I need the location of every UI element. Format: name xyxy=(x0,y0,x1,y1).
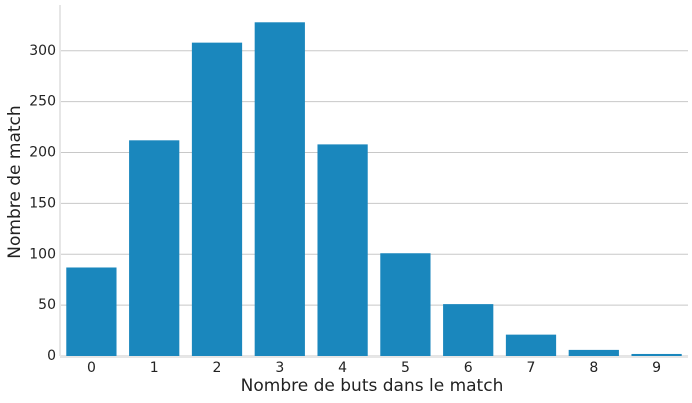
bar xyxy=(66,267,117,356)
bar xyxy=(568,349,619,356)
x-tick-label: 9 xyxy=(652,360,661,376)
y-tick-label: 0 xyxy=(47,348,56,364)
bar xyxy=(129,140,180,356)
y-axis-label: Nombre de match xyxy=(5,105,25,258)
bar xyxy=(191,42,243,356)
x-tick-label: 3 xyxy=(275,360,284,376)
x-tick-label: 4 xyxy=(338,360,347,376)
y-tick-label: 100 xyxy=(29,246,56,262)
bar xyxy=(380,253,431,356)
bar xyxy=(631,353,682,356)
x-tick-label: 6 xyxy=(464,360,473,376)
bar xyxy=(317,144,368,356)
y-tick-label: 200 xyxy=(29,145,56,161)
bar xyxy=(443,304,494,356)
x-tick-label: 0 xyxy=(87,360,96,376)
x-tick-label: 8 xyxy=(589,360,598,376)
x-tick-label: 1 xyxy=(150,360,159,376)
y-tick-label: 300 xyxy=(29,43,56,59)
bar xyxy=(254,22,305,356)
x-tick-label: 2 xyxy=(213,360,222,376)
y-tick-label: 250 xyxy=(29,94,56,110)
x-tick-label: 5 xyxy=(401,360,410,376)
bar xyxy=(505,334,557,356)
x-tick-label: 7 xyxy=(527,360,536,376)
y-tick-label: 50 xyxy=(38,297,56,313)
y-tick-label: 150 xyxy=(29,195,56,211)
x-axis-label: Nombre de buts dans le match xyxy=(241,376,504,396)
